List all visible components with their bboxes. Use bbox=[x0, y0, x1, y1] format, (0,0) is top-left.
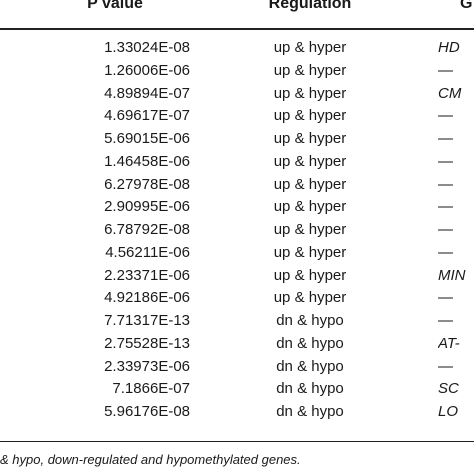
cell-pvalue: 2.90995E-06 bbox=[104, 198, 190, 216]
cell-gene: — bbox=[438, 61, 453, 79]
cell-gene: CM bbox=[438, 84, 462, 102]
cell-pvalue: 1.26006E-06 bbox=[104, 61, 190, 79]
table-row: 7.71317E-13 dn & hypo — bbox=[0, 310, 474, 332]
table-row: 7.1866E-07 dn & hypo SC bbox=[0, 378, 474, 400]
cell-gene: — bbox=[438, 175, 453, 193]
table-row: 4.89894E-07 up & hyper CM bbox=[0, 83, 474, 105]
cell-regulation: up & hyper bbox=[273, 39, 347, 56]
table-row: 5.96176E-08 dn & hypo LO bbox=[0, 401, 474, 423]
table-row: 2.90995E-06 up & hyper — bbox=[0, 196, 474, 218]
table-footnote: & hypo, down-regulated and hypomethylate… bbox=[0, 452, 301, 467]
cell-gene: — bbox=[438, 357, 453, 375]
table-row: 6.27978E-08 up & hyper — bbox=[0, 174, 474, 196]
cell-regulation: up & hyper bbox=[273, 175, 347, 193]
cell-regulation: dn & hypo bbox=[276, 357, 344, 375]
cell-gene: AT- bbox=[438, 334, 460, 352]
cell-pvalue: 4.89894E-07 bbox=[104, 84, 190, 102]
cell-regulation: up & hyper bbox=[273, 221, 347, 238]
cell-pvalue: 7.1866E-07 bbox=[112, 380, 190, 398]
cell-regulation: up & hyper bbox=[273, 152, 347, 170]
cell-regulation: dn & hypo bbox=[276, 334, 344, 352]
cell-gene: — bbox=[438, 198, 453, 216]
cell-regulation: up & hyper bbox=[273, 130, 347, 147]
cell-pvalue: 2.75528E-13 bbox=[104, 334, 190, 352]
table-row: 2.33973E-06 dn & hypo — bbox=[0, 356, 474, 378]
cell-pvalue: 2.23371E-06 bbox=[104, 266, 190, 284]
cell-pvalue: 7.71317E-13 bbox=[104, 312, 190, 329]
table-row: 2.23371E-06 up & hyper MIN bbox=[0, 265, 474, 287]
header-regulation: Regulation bbox=[268, 0, 352, 12]
cell-regulation: up & hyper bbox=[273, 84, 347, 102]
cell-pvalue: 4.92186E-06 bbox=[104, 289, 190, 307]
cell-pvalue: 2.33973E-06 bbox=[104, 357, 190, 375]
cell-gene: — bbox=[438, 152, 453, 170]
table-row: 1.33024E-08 up & hyper HD bbox=[0, 37, 474, 59]
cell-regulation: dn & hypo bbox=[276, 312, 344, 329]
cell-gene: LO bbox=[438, 403, 459, 420]
cell-pvalue: 5.69015E-06 bbox=[104, 130, 190, 147]
header-gene: G bbox=[460, 0, 473, 12]
header-rule bbox=[0, 28, 474, 30]
table-row: 2.75528E-13 dn & hypo AT- bbox=[0, 333, 474, 355]
table-row: 4.69617E-07 up & hyper — bbox=[0, 105, 474, 127]
table-row: 4.92186E-06 up & hyper — bbox=[0, 287, 474, 309]
table-row: 5.69015E-06 up & hyper — bbox=[0, 128, 474, 150]
cell-regulation: up & hyper bbox=[273, 289, 347, 307]
cell-regulation: dn & hypo bbox=[276, 403, 344, 420]
cell-gene: — bbox=[438, 221, 453, 238]
cell-pvalue: 4.69617E-07 bbox=[104, 107, 190, 125]
cell-pvalue: 6.78792E-08 bbox=[104, 221, 190, 238]
cell-gene: — bbox=[438, 312, 453, 329]
cell-regulation: up & hyper bbox=[273, 266, 347, 284]
table-row: 1.26006E-06 up & hyper — bbox=[0, 60, 474, 82]
cell-gene: — bbox=[438, 243, 453, 261]
table-row: 1.46458E-06 up & hyper — bbox=[0, 151, 474, 173]
cell-regulation: dn & hypo bbox=[276, 380, 344, 398]
cell-regulation: up & hyper bbox=[273, 107, 347, 125]
cell-pvalue: 6.27978E-08 bbox=[104, 175, 190, 193]
cell-gene: MIN bbox=[438, 266, 466, 284]
cell-regulation: up & hyper bbox=[273, 198, 347, 216]
cell-regulation: up & hyper bbox=[273, 243, 347, 261]
cell-pvalue: 5.96176E-08 bbox=[104, 403, 190, 420]
cell-regulation: up & hyper bbox=[273, 61, 347, 79]
table-row: 6.78792E-08 up & hyper — bbox=[0, 219, 474, 241]
cell-gene: — bbox=[438, 289, 453, 307]
cell-gene: — bbox=[438, 130, 453, 147]
cell-gene: HD bbox=[438, 39, 460, 56]
header-pvalue: P value bbox=[87, 0, 143, 12]
cell-pvalue: 1.46458E-06 bbox=[104, 152, 190, 170]
cell-gene: — bbox=[438, 107, 453, 125]
bottom-rule bbox=[0, 441, 474, 442]
cell-pvalue: 1.33024E-08 bbox=[104, 39, 190, 56]
table-row: 4.56211E-06 up & hyper — bbox=[0, 242, 474, 264]
cell-gene: SC bbox=[438, 380, 459, 398]
cell-pvalue: 4.56211E-06 bbox=[105, 243, 190, 261]
